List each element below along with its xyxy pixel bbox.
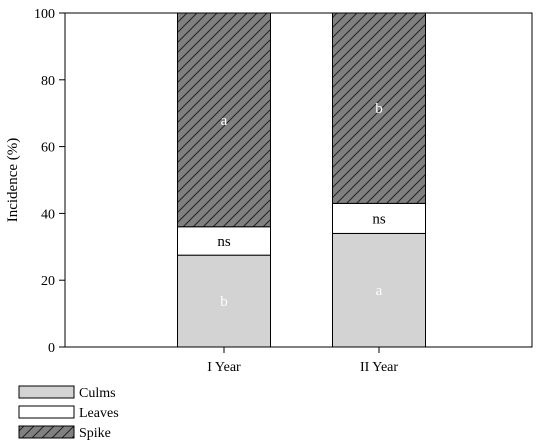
- legend-label-culms: Culms: [79, 386, 116, 401]
- x-tick-label: II Year: [360, 360, 398, 375]
- legend-swatch-culms: [18, 385, 75, 399]
- legend-label-leaves: Leaves: [79, 406, 119, 421]
- bar-label-spike-2: b: [375, 101, 383, 117]
- bar-label-leaves-2: ns: [372, 211, 386, 227]
- legend-swatch-leaves: [18, 405, 75, 419]
- plot-frame: [64, 12, 533, 348]
- legend-swatch-spike: [18, 425, 75, 439]
- bar-spike-2: [332, 12, 426, 204]
- bar-label-leaves-1: ns: [217, 234, 231, 250]
- bar-label-spike-1: a: [221, 113, 228, 129]
- bar-culms-1: [177, 254, 271, 348]
- y-tick-label: 60: [41, 141, 55, 156]
- bar-label-culms-2: a: [376, 283, 383, 299]
- legend-label-spike: Spike: [79, 426, 111, 441]
- bar-label-culms-1: b: [220, 294, 228, 310]
- bar-culms-2: [332, 232, 426, 348]
- y-tick-label: 20: [41, 274, 55, 289]
- y-axis-title: Incidence (%): [5, 138, 21, 223]
- bar-leaves-1: [177, 226, 271, 256]
- x-tick-label: I Year: [207, 360, 241, 375]
- y-tick-label: 40: [41, 207, 55, 222]
- y-tick-label: 80: [41, 74, 55, 89]
- y-tick-label: 0: [48, 341, 55, 356]
- y-tick-label: 100: [34, 7, 55, 22]
- bar-leaves-2: [332, 202, 426, 234]
